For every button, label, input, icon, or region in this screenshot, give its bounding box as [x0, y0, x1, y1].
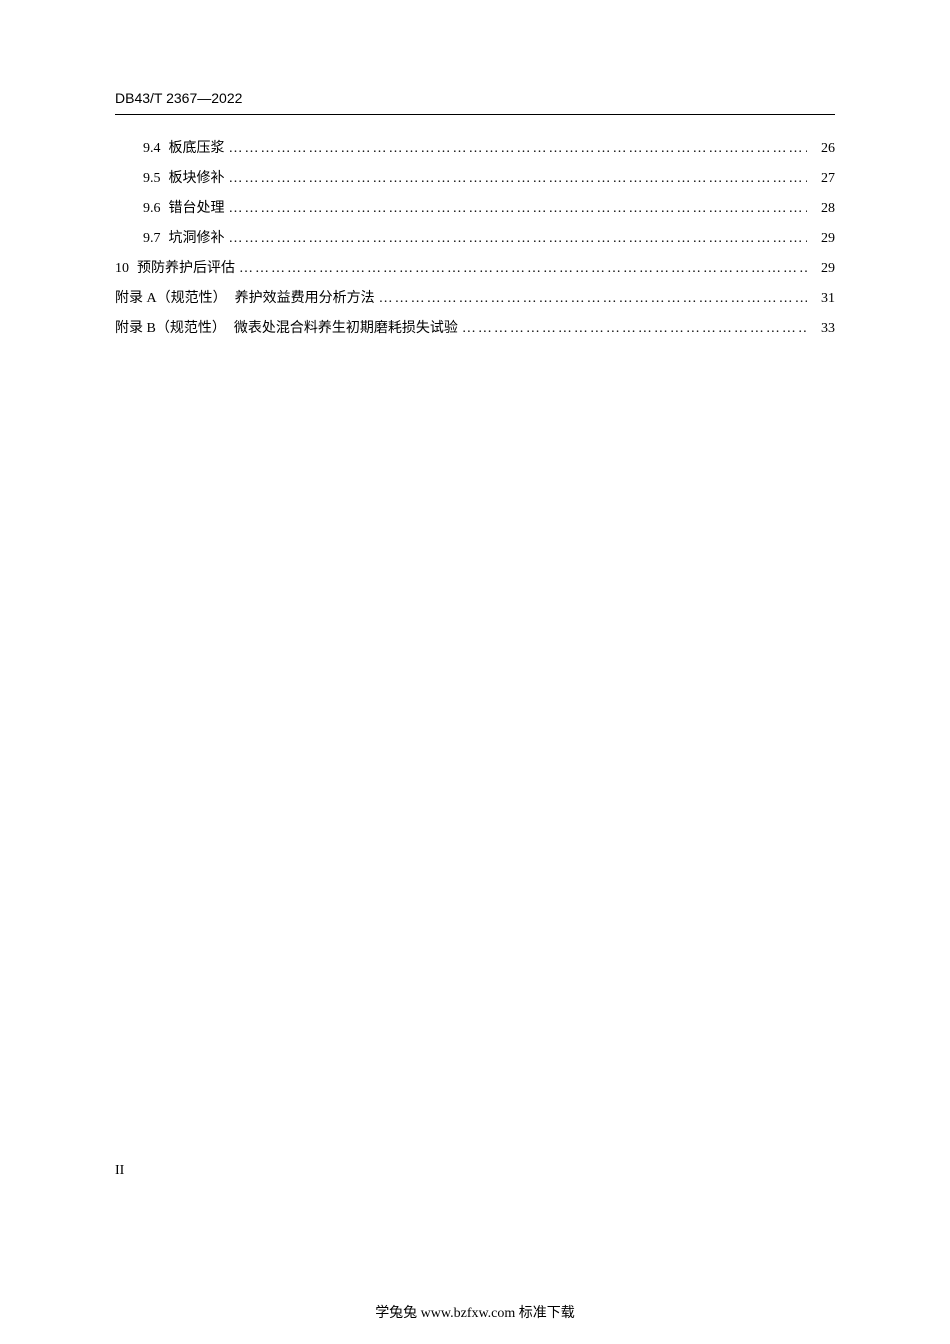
toc-entry: 9.6 错台处理………………………………………………………………………………………… [115, 195, 835, 223]
footer-text: 学兔兔 www.bzfxw.com 标准下载 [0, 1302, 950, 1322]
toc-entry-title: 坑洞修补 [169, 225, 225, 253]
toc-entry-number: 9.4 [143, 135, 161, 163]
toc-entry-title: 板底压浆 [169, 135, 225, 163]
toc-entry: 9.5 板块修补………………………………………………………………………………………… [115, 165, 835, 193]
toc-leader-dots: …………………………………………………………………………………………………………… [229, 135, 808, 163]
toc-entry-page: 27 [811, 165, 835, 193]
toc-leader-dots: …………………………………………………………………………………………………………… [229, 165, 808, 193]
toc-entry-number: 9.5 [143, 165, 161, 193]
toc-entry-number: 9.7 [143, 225, 161, 253]
toc-leader-dots: …………………………………………………………………………………………………………… [379, 285, 807, 313]
toc-entry-title: 养护效益费用分析方法 [235, 285, 375, 313]
toc-leader-dots: …………………………………………………………………………………………………………… [462, 315, 807, 343]
toc-entry: 附录 A（规范性） 养护效益费用分析方法………………………………………………………… [115, 285, 835, 313]
toc-entry-page: 28 [811, 195, 835, 223]
document-page: DB43/T 2367—2022 9.4板底压浆…………………………………………… [0, 0, 950, 343]
toc-entry-title: 错台处理 [169, 195, 225, 223]
toc-entry-title: 板块修补 [169, 165, 225, 193]
toc-entry: 附录 B（规范性） 微表处混合料养生初期磨耗损失试验………………………………………… [115, 315, 835, 343]
toc-entry-number: 10 [115, 255, 129, 283]
toc-entry-page: 33 [811, 315, 835, 343]
table-of-contents: 9.4板底压浆………………………………………………………………………………………… [115, 135, 835, 343]
toc-leader-dots: …………………………………………………………………………………………………………… [229, 195, 808, 223]
toc-entry-page: 29 [811, 225, 835, 253]
toc-entry: 10 预防养护后评估…………………………………………………………………………………… [115, 255, 835, 283]
toc-entry-number: 9.6 [143, 195, 161, 223]
header-divider [115, 114, 835, 115]
toc-entry-title: 预防养护后评估 [137, 255, 235, 283]
toc-entry-page: 26 [811, 135, 835, 163]
document-code-header: DB43/T 2367—2022 [115, 90, 835, 106]
toc-entry-number: 附录 B（规范性） [115, 315, 226, 343]
toc-leader-dots: …………………………………………………………………………………………………………… [229, 225, 808, 253]
toc-entry-page: 29 [811, 255, 835, 283]
toc-entry: 9.4 板底压浆………………………………………………………………………………………… [115, 135, 835, 163]
page-number: II [115, 1163, 124, 1179]
toc-entry: 9.7 坑洞修补………………………………………………………………………………………… [115, 225, 835, 253]
toc-entry-title: 微表处混合料养生初期磨耗损失试验 [234, 315, 458, 343]
toc-entry-number: 附录 A（规范性） [115, 285, 227, 313]
toc-entry-page: 31 [811, 285, 835, 313]
toc-leader-dots: …………………………………………………………………………………………………………… [239, 255, 807, 283]
